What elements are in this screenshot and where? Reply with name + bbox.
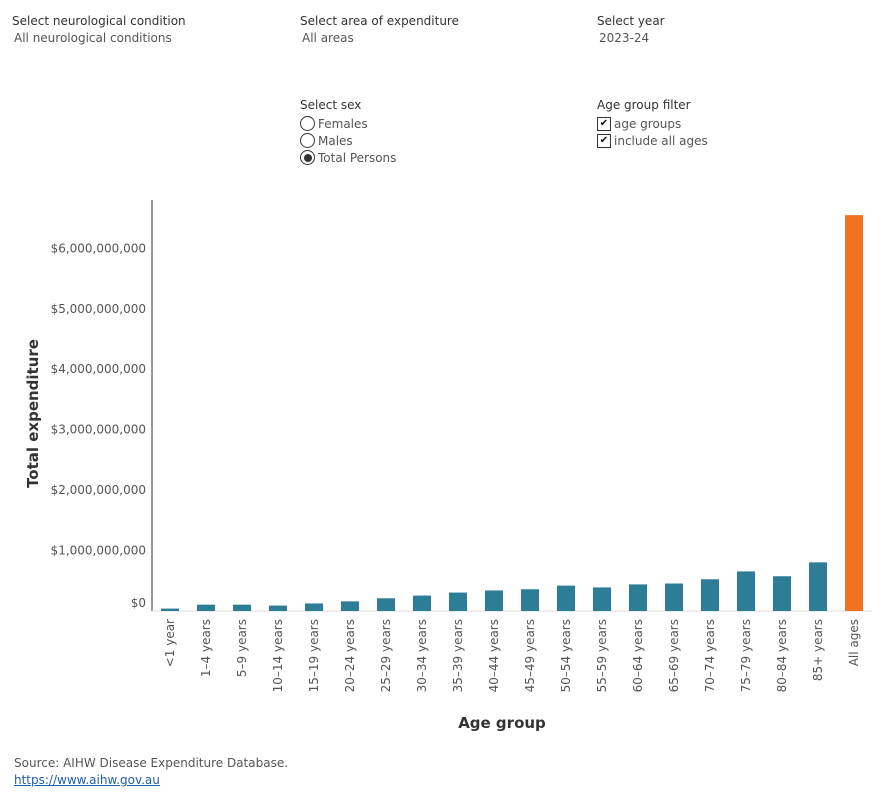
bar [665,583,683,611]
x-tick-label: 20–24 years [343,619,357,692]
radio-icon[interactable] [300,133,315,148]
age-filter-option-label: include all ages [614,133,708,148]
sex-option-females[interactable]: Females [300,115,396,132]
area-select[interactable]: All areas [302,31,354,45]
x-tick-label: 50–54 years [559,619,573,692]
checkbox-checked-icon[interactable]: ✔ [597,133,611,148]
x-tick-label: 35–39 years [451,619,465,692]
bar [557,585,575,611]
x-tick-label: 40–44 years [487,619,501,692]
sex-option-label: Total Persons [318,150,397,165]
age-group-filter: Age group filter ✔ age groups ✔ include … [597,98,708,149]
bar [485,590,503,611]
age-filter-option-label: age groups [614,116,682,131]
sex-option-label: Females [318,116,368,131]
condition-filter-label: Select neurological condition [12,14,186,28]
x-tick-label: 15–19 years [307,619,321,692]
year-filter-label: Select year [597,14,665,28]
year-filter: Select year 2023-24 [597,14,665,45]
y-tick-label: $4,000,000,000 [51,362,146,376]
bar [449,592,467,611]
y-tick-label: $2,000,000,000 [51,483,146,497]
y-tick-label: $6,000,000,000 [51,241,146,255]
bar [413,595,431,611]
bar [341,601,359,611]
x-tick-label: 60–64 years [631,619,645,692]
bar [305,603,323,611]
age-group-filter-label: Age group filter [597,98,691,112]
bar [521,589,539,611]
x-tick-label: 85+ years [811,619,825,681]
sex-filter-label: Select sex [300,98,362,112]
x-tick-label: 30–34 years [415,619,429,692]
x-tick-label: 80–84 years [775,619,789,692]
bar [197,604,215,611]
x-tick-label: 75–79 years [739,619,753,692]
x-tick-label: 70–74 years [703,619,717,692]
bar [629,584,647,611]
x-tick-label: 25–29 years [379,619,393,692]
bar [593,587,611,611]
source-note: Source: AIHW Disease Expenditure Databas… [14,755,288,789]
area-filter-label: Select area of expenditure [300,14,459,28]
bar [773,576,791,611]
y-tick-label: $5,000,000,000 [51,302,146,316]
bar [233,604,251,611]
condition-filter: Select neurological condition All neurol… [12,14,186,45]
area-filter: Select area of expenditure All areas [300,14,459,45]
bar [377,598,395,611]
expenditure-bar-chart: $0 $1,000,000,000 $2,000,000,000 $3,000,000… [24,200,872,732]
sex-option-males[interactable]: Males [300,132,396,149]
bar [737,571,755,611]
x-tick-label: <1 year [163,619,177,667]
y-tick-label: $0 [131,596,146,610]
sex-filter: Select sex Females Males Total Persons [300,98,396,166]
source-text: Source: AIHW Disease Expenditure Databas… [14,756,289,770]
x-tick-label: 45–49 years [523,619,537,692]
bar [809,562,827,611]
age-filter-option-age-groups[interactable]: ✔ age groups [597,115,708,132]
age-filter-option-all-ages[interactable]: ✔ include all ages [597,132,708,149]
y-tick-label: $1,000,000,000 [51,544,146,558]
bar [161,608,179,611]
bar [845,215,863,611]
radio-icon[interactable] [300,116,315,131]
x-tick-label: 5–9 years [235,619,249,677]
year-select[interactable]: 2023-24 [599,31,650,45]
x-axis-title: Age group [458,714,546,732]
x-tick-label: 65–69 years [667,619,681,692]
x-tick-label: 10–14 years [271,619,285,692]
checkbox-checked-icon[interactable]: ✔ [597,116,611,131]
x-tick-label: 55–59 years [595,619,609,692]
y-axis-title: Total expenditure [24,339,42,488]
condition-select[interactable]: All neurological conditions [14,31,172,45]
bar [701,579,719,611]
x-tick-label: All ages [847,619,861,666]
radio-selected-icon[interactable] [300,150,315,165]
x-tick-label: 1–4 years [199,619,213,677]
y-tick-label: $3,000,000,000 [51,423,146,437]
sex-option-total-persons[interactable]: Total Persons [300,149,396,166]
sex-option-label: Males [318,133,353,148]
source-link[interactable]: https://www.aihw.gov.au [14,773,160,787]
bar [269,605,287,611]
